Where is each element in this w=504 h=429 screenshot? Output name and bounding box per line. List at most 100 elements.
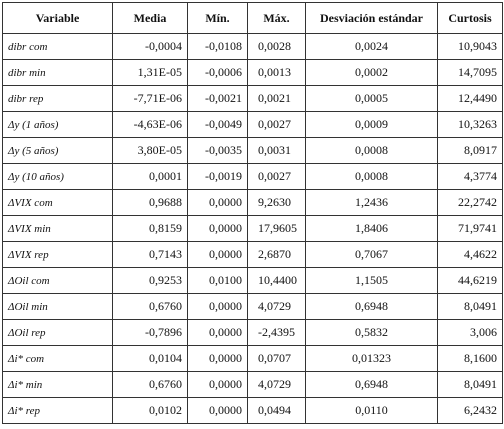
value-cell: 4,4622 [437, 241, 503, 268]
value-cell: 0,0110 [305, 397, 438, 424]
table-body: dibr com -0,0004 -0,0108 0,0028 0,0024 10,904… [2, 33, 503, 424]
table-row: Δy (5 años) 3,80E-05 -0,0035 0,0031 0,0008 8,… [2, 137, 503, 164]
table-row: Δy (1 años) -4,63E-06 -0,0049 0,0027 0,0009 1… [2, 111, 503, 138]
value-cell: 12,4490 [437, 85, 503, 112]
table-header: Variable Media Mín. Máx. Desviación estándar… [2, 2, 503, 34]
value-cell: 0,0031 [247, 137, 306, 164]
value-cell: 3,006 [437, 319, 503, 346]
value-cell: 6,2432 [437, 397, 503, 424]
value-cell: 8,0491 [437, 371, 503, 398]
value-cell: 0,7067 [305, 241, 438, 268]
value-cell: 0,0024 [305, 33, 438, 60]
value-cell: 0,0104 [112, 345, 188, 372]
variable-cell: dibr rep [2, 85, 113, 112]
variable-cell: ΔOil com [2, 267, 113, 294]
table-row: ΔOil com 0,9253 0,0100 10,4400 1,1505 44,6219 [2, 267, 503, 294]
value-cell: 0,0000 [187, 319, 248, 346]
header-cell: Desviación estándar [305, 2, 438, 34]
value-cell: -2,4395 [247, 319, 306, 346]
variable-cell: Δy (1 años) [2, 111, 113, 138]
value-cell: 1,2436 [305, 189, 438, 216]
value-cell: 0,0021 [247, 85, 306, 112]
value-cell: -0,0108 [187, 33, 248, 60]
value-cell: -0,0021 [187, 85, 248, 112]
value-cell: 0,0000 [187, 397, 248, 424]
value-cell: 0,0102 [112, 397, 188, 424]
table-row: Δi* min 0,6760 0,0000 4,0729 0,6948 8,0491 [2, 371, 503, 398]
value-cell: 1,31E-05 [112, 59, 188, 86]
value-cell: 0,0028 [247, 33, 306, 60]
value-cell: 0,0013 [247, 59, 306, 86]
value-cell: 10,4400 [247, 267, 306, 294]
value-cell: 10,9043 [437, 33, 503, 60]
value-cell: 0,0000 [187, 371, 248, 398]
value-cell: 0,9253 [112, 267, 188, 294]
value-cell: -0,0019 [187, 163, 248, 190]
value-cell: 0,9688 [112, 189, 188, 216]
value-cell: -0,0035 [187, 137, 248, 164]
value-cell: 17,9605 [247, 215, 306, 242]
value-cell: 0,6760 [112, 371, 188, 398]
value-cell: 0,0008 [305, 137, 438, 164]
value-cell: 2,6870 [247, 241, 306, 268]
header-cell: Máx. [247, 2, 306, 34]
value-cell: 1,8406 [305, 215, 438, 242]
value-cell: 22,2742 [437, 189, 503, 216]
value-cell: -0,0049 [187, 111, 248, 138]
value-cell: 0,0000 [187, 241, 248, 268]
variable-cell: Δy (10 años) [2, 163, 113, 190]
value-cell: 8,0491 [437, 293, 503, 320]
value-cell: 0,0000 [187, 293, 248, 320]
header-cell: Variable [2, 2, 113, 34]
table-row: ΔOil min 0,6760 0,0000 4,0729 0,6948 8,0491 [2, 293, 503, 320]
header-cell: Curtosis [437, 2, 503, 34]
value-cell: 8,0917 [437, 137, 503, 164]
variable-cell: dibr min [2, 59, 113, 86]
value-cell: -0,7896 [112, 319, 188, 346]
value-cell: 0,0707 [247, 345, 306, 372]
value-cell: 4,0729 [247, 371, 306, 398]
value-cell: 14,7095 [437, 59, 503, 86]
value-cell: 0,6948 [305, 371, 438, 398]
variable-cell: Δi* rep [2, 397, 113, 424]
table-row: ΔVIX rep 0,7143 0,0000 2,6870 0,7067 4,4622 [2, 241, 503, 268]
variable-cell: Δi* com [2, 345, 113, 372]
table-row: ΔOil rep -0,7896 0,0000 -2,4395 0,5832 3,006 [2, 319, 503, 346]
value-cell: 44,6219 [437, 267, 503, 294]
value-cell: 0,0009 [305, 111, 438, 138]
header-cell: Media [112, 2, 188, 34]
value-cell: 4,0729 [247, 293, 306, 320]
variable-cell: ΔOil rep [2, 319, 113, 346]
value-cell: 71,9741 [437, 215, 503, 242]
variable-cell: ΔVIX min [2, 215, 113, 242]
value-cell: 0,01323 [305, 345, 438, 372]
value-cell: 0,0000 [187, 215, 248, 242]
value-cell: -4,63E-06 [112, 111, 188, 138]
value-cell: 0,0001 [112, 163, 188, 190]
value-cell: 0,8159 [112, 215, 188, 242]
value-cell: 9,2630 [247, 189, 306, 216]
value-cell: 3,80E-05 [112, 137, 188, 164]
variable-cell: dibr com [2, 33, 113, 60]
value-cell: 0,6760 [112, 293, 188, 320]
value-cell: 0,0027 [247, 111, 306, 138]
value-cell: 0,0002 [305, 59, 438, 86]
table-row: dibr min 1,31E-05 -0,0006 0,0013 0,0002 14,70… [2, 59, 503, 86]
table-row: Δi* com 0,0104 0,0000 0,0707 0,01323 8,1600 [2, 345, 503, 372]
value-cell: 0,0000 [187, 345, 248, 372]
value-cell: -0,0004 [112, 33, 188, 60]
value-cell: 0,0000 [187, 189, 248, 216]
value-cell: 0,5832 [305, 319, 438, 346]
value-cell: 0,0005 [305, 85, 438, 112]
table-row: Δi* rep 0,0102 0,0000 0,0494 0,0110 6,2432 [2, 397, 503, 424]
value-cell: 4,3774 [437, 163, 503, 190]
variable-cell: Δi* min [2, 371, 113, 398]
header-cell: Mín. [187, 2, 248, 34]
variable-cell: ΔVIX com [2, 189, 113, 216]
table-row: Δy (10 años) 0,0001 -0,0019 0,0027 0,0008 4,3… [2, 163, 503, 190]
variable-cell: Δy (5 años) [2, 137, 113, 164]
table-row: ΔVIX com 0,9688 0,0000 9,2630 1,2436 22,2742 [2, 189, 503, 216]
variable-cell: ΔVIX rep [2, 241, 113, 268]
value-cell: 0,7143 [112, 241, 188, 268]
